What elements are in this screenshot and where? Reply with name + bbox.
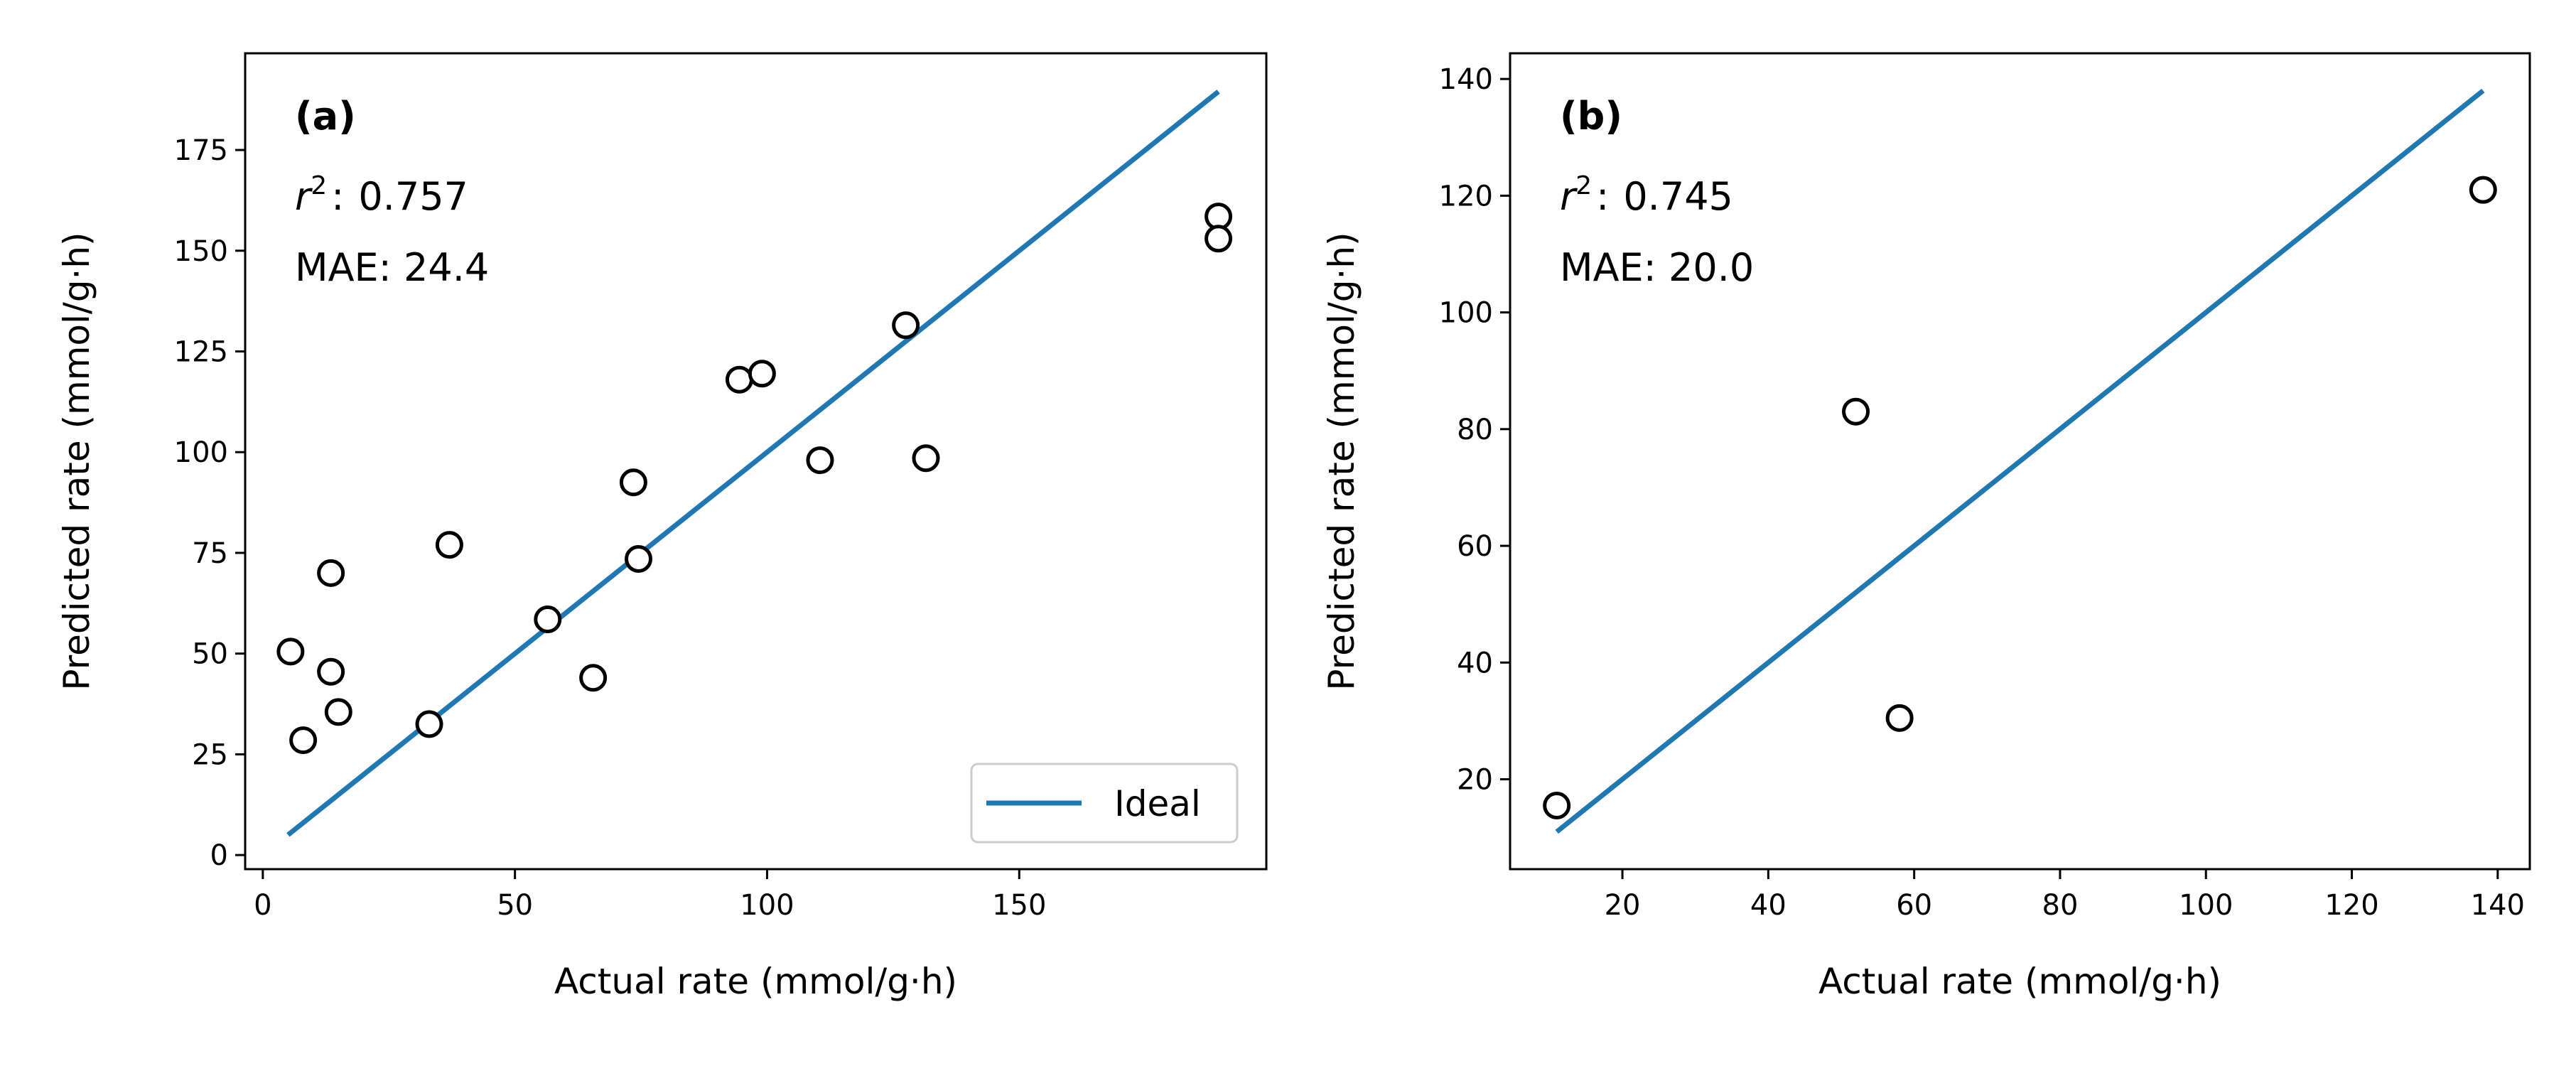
panel-a-r2-exponent: 2 — [311, 171, 327, 200]
panel-a-x-tick-label: 150 — [992, 889, 1046, 922]
panel-a-y-tick-label: 50 — [192, 638, 228, 671]
panel-b-y-tick-label: 80 — [1457, 414, 1493, 446]
panel-b-y-tick-label: 60 — [1457, 530, 1493, 563]
panel-a-x-axis-label: Actual rate (mmol/g·h) — [554, 961, 957, 1002]
panel-b-x-axis-label: Actual rate (mmol/g·h) — [1818, 961, 2221, 1002]
panel-a-data-point-4 — [324, 698, 352, 726]
panel-b-r2-value: 0.745 — [1623, 174, 1733, 219]
panel-a-r2-symbol: r — [295, 174, 313, 219]
panel-a-y-tick-label: 100 — [174, 436, 228, 469]
panel-a-y-tick-label: 150 — [174, 235, 228, 268]
legend-label-ideal: Ideal — [1114, 783, 1201, 824]
panel-a-marks — [276, 90, 1233, 837]
panel-b-label: (b) — [1560, 94, 1622, 139]
panel-a-label: (a) — [295, 94, 356, 139]
panel-b-x-tick-label: 40 — [1750, 889, 1787, 922]
panel-a-data-point-14 — [892, 311, 920, 340]
panel-b-ideal-line — [1555, 88, 2485, 834]
panel-b-x-tick-label: 120 — [2324, 889, 2378, 922]
panel-a-y-tick-label: 0 — [210, 839, 228, 872]
panel-a-x-tick-label: 0 — [254, 889, 271, 922]
panel-a-y-tick-label: 175 — [174, 134, 228, 167]
panel-b-y-tick-label: 100 — [1439, 297, 1493, 330]
panel-b-data-point-3 — [2469, 176, 2497, 204]
panel-a-r2-value: 0.757 — [358, 174, 468, 219]
panel-b-r2-symbol: r — [1560, 174, 1578, 219]
panel-a-x-tick-label: 50 — [497, 889, 533, 922]
panel-a-mae-annotation: MAE: 24.4 — [295, 245, 489, 290]
panel-a-data-point-1 — [289, 726, 318, 755]
panel-b-y-tick-label: 140 — [1439, 63, 1493, 96]
panel-a-data-point-9 — [619, 468, 647, 497]
legend-box — [970, 763, 1239, 844]
panel-a-y-axis-label: Predicted rate (mmol/g·h) — [56, 232, 97, 690]
panel-a-data-point-3 — [317, 657, 345, 686]
panel-b-x-tick-label: 140 — [2471, 889, 2525, 922]
panel-a-legend: Ideal — [970, 763, 1239, 844]
panel-a-data-point-13 — [806, 446, 834, 475]
panel-b-x-ticks: 20 40 60 80 100 120 140 — [1605, 869, 2525, 922]
panel-a-r2-annotation: r2:0.757 — [295, 171, 468, 219]
panel-a-y-tick-label: 25 — [192, 738, 228, 771]
panel-b-y-tick-label: 20 — [1457, 764, 1493, 797]
panel-b-y-tick-label: 120 — [1439, 180, 1493, 212]
panel-b-data-point-0 — [1543, 791, 1571, 819]
panel-a-data-point-15 — [912, 444, 940, 473]
panel-b-x-tick-label: 100 — [2179, 889, 2233, 922]
panel-a-data-point-8 — [579, 664, 608, 692]
panel-b-x-tick-label: 60 — [1896, 889, 1932, 922]
panel-a-data-point-0 — [276, 637, 305, 666]
panel-a-x-tick-label: 100 — [740, 889, 794, 922]
panel-a-y-tick-label: 125 — [174, 336, 228, 369]
panel-a-data-point-12 — [748, 360, 776, 388]
panel-a-y-tick-label: 75 — [192, 537, 228, 570]
panel-a-r2-separator: : — [331, 174, 344, 219]
panel-a-data-point-11 — [725, 365, 753, 394]
panel-b-x-tick-label: 80 — [2042, 889, 2079, 922]
panel-a-data-point-2 — [317, 559, 345, 587]
panel-b-data-point-1 — [1842, 397, 1870, 426]
panel-a-data-point-7 — [534, 605, 562, 634]
panel-b-r2-separator: : — [1596, 174, 1609, 219]
panel-b-y-ticks: 20 40 60 80 100 120 140 — [1439, 63, 1510, 797]
panel-b-mae-annotation: MAE: 20.0 — [1560, 245, 1754, 290]
panel-b-y-axis-label: Predicted rate (mmol/g·h) — [1321, 232, 1362, 690]
panel-b-data-point-2 — [1885, 704, 1914, 732]
panel-a-ideal-line — [286, 90, 1220, 837]
panel-a-y-ticks: 0 25 50 75 100 125 150 175 — [174, 134, 245, 872]
panel-b-marks — [1543, 88, 2497, 834]
panel-b-y-tick-label: 40 — [1457, 647, 1493, 679]
panel-b-r2-annotation: r2:0.745 — [1560, 171, 1733, 219]
panel-a-x-ticks: 0 50 100 150 — [254, 869, 1046, 922]
panel-b-r2-exponent: 2 — [1575, 171, 1592, 200]
panel-a-data-point-6 — [435, 531, 463, 559]
panel-a-plot-frame — [244, 52, 1268, 871]
panel-a-data-point-10 — [625, 544, 653, 573]
panel-a-data-point-5 — [415, 710, 443, 738]
panel-a-scatter-plot: 0 50 100 150 0 25 50 75 100 125 150 175 (a) r2:0.7… — [56, 52, 1268, 1002]
panel-a-data-point-17 — [1205, 225, 1233, 253]
panel-b-x-tick-label: 20 — [1605, 889, 1641, 922]
panel-b-plot-frame — [1509, 52, 2531, 871]
